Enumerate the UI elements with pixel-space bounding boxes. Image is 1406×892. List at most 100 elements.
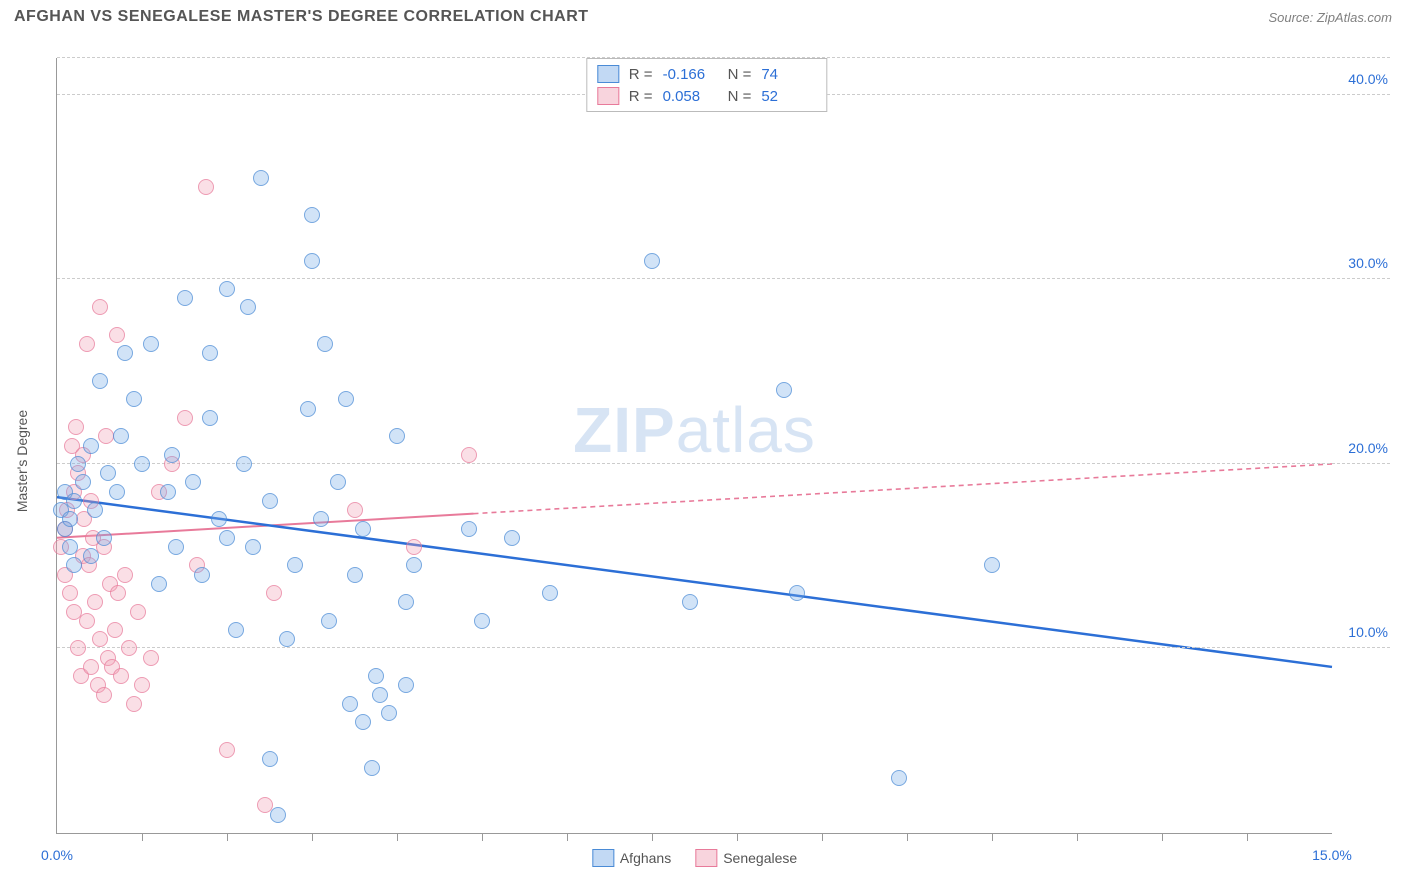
data-point-senegal [347, 502, 363, 518]
data-point-senegal [70, 640, 86, 656]
x-tick [1077, 833, 1078, 841]
data-point-senegal [134, 677, 150, 693]
data-point-afghan [194, 567, 210, 583]
y-tick-label: 20.0% [1336, 440, 1388, 456]
watermark: ZIPatlas [573, 393, 816, 467]
x-tick-label: 15.0% [1312, 847, 1352, 863]
data-point-afghan [177, 290, 193, 306]
x-tick [737, 833, 738, 841]
data-point-senegal [143, 650, 159, 666]
data-point-senegal [110, 585, 126, 601]
data-point-afghan [338, 391, 354, 407]
data-point-afghan [113, 428, 129, 444]
data-point-afghan [504, 530, 520, 546]
data-point-afghan [355, 521, 371, 537]
data-point-senegal [87, 594, 103, 610]
data-point-senegal [130, 604, 146, 620]
y-tick-label: 10.0% [1336, 624, 1388, 640]
gridline [57, 278, 1390, 279]
data-point-afghan [270, 807, 286, 823]
legend-label: Senegalese [723, 850, 797, 866]
data-point-afghan [219, 530, 235, 546]
data-point-afghan [542, 585, 558, 601]
data-point-senegal [96, 687, 112, 703]
legend-row: R = -0.166N = 74 [597, 63, 817, 85]
data-point-afghan [279, 631, 295, 647]
data-point-afghan [83, 438, 99, 454]
r-value: 0.058 [663, 88, 718, 105]
y-axis-label: Master's Degree [14, 410, 30, 512]
data-point-senegal [126, 696, 142, 712]
data-point-afghan [126, 391, 142, 407]
n-value: 74 [761, 66, 816, 83]
data-point-afghan [83, 548, 99, 564]
data-point-afghan [389, 428, 405, 444]
data-point-afghan [100, 465, 116, 481]
data-point-senegal [92, 631, 108, 647]
x-tick [1247, 833, 1248, 841]
data-point-afghan [66, 557, 82, 573]
data-point-afghan [304, 207, 320, 223]
data-point-senegal [266, 585, 282, 601]
data-point-afghan [776, 382, 792, 398]
data-point-afghan [117, 345, 133, 361]
source-name: ZipAtlas.com [1317, 10, 1392, 25]
data-point-afghan [262, 493, 278, 509]
data-point-afghan [245, 539, 261, 555]
data-point-afghan [62, 539, 78, 555]
chart-title: AFGHAN VS SENEGALESE MASTER'S DEGREE COR… [14, 8, 589, 26]
x-tick-label: 0.0% [41, 847, 73, 863]
n-label: N = [728, 66, 752, 83]
data-point-afghan [321, 613, 337, 629]
data-point-senegal [107, 622, 123, 638]
data-point-senegal [219, 742, 235, 758]
data-point-afghan [160, 484, 176, 500]
data-point-afghan [372, 687, 388, 703]
data-point-afghan [355, 714, 371, 730]
legend-item: Senegalese [695, 849, 797, 867]
data-point-afghan [228, 622, 244, 638]
data-point-afghan [75, 474, 91, 490]
data-point-afghan [202, 345, 218, 361]
data-point-afghan [461, 521, 477, 537]
data-point-afghan [347, 567, 363, 583]
data-point-senegal [406, 539, 422, 555]
legend-swatch [597, 87, 619, 105]
data-point-afghan [185, 474, 201, 490]
data-point-afghan [96, 530, 112, 546]
data-point-senegal [68, 419, 84, 435]
n-label: N = [728, 88, 752, 105]
r-value: -0.166 [663, 66, 718, 83]
data-point-afghan [300, 401, 316, 417]
data-point-senegal [461, 447, 477, 463]
trend-line [57, 514, 474, 538]
data-point-afghan [789, 585, 805, 601]
data-point-senegal [113, 668, 129, 684]
data-point-senegal [79, 613, 95, 629]
legend-row: R = 0.058N = 52 [597, 85, 817, 107]
x-tick [567, 833, 568, 841]
gridline [57, 463, 1390, 464]
x-tick [907, 833, 908, 841]
plot-area: ZIPatlas R = -0.166N = 74R = 0.058N = 52… [56, 58, 1332, 834]
x-tick [227, 833, 228, 841]
trend-line [57, 497, 1332, 667]
data-point-afghan [109, 484, 125, 500]
data-point-afghan [330, 474, 346, 490]
data-point-afghan [368, 668, 384, 684]
data-point-afghan [364, 760, 380, 776]
data-point-senegal [198, 179, 214, 195]
y-tick-label: 40.0% [1336, 71, 1388, 87]
data-point-afghan [70, 456, 86, 472]
data-point-senegal [109, 327, 125, 343]
x-tick [482, 833, 483, 841]
data-point-afghan [143, 336, 159, 352]
legend-swatch [597, 65, 619, 83]
x-tick [142, 833, 143, 841]
data-point-afghan [87, 502, 103, 518]
data-point-senegal [79, 336, 95, 352]
x-tick [397, 833, 398, 841]
data-point-afghan [66, 493, 82, 509]
data-point-afghan [682, 594, 698, 610]
data-point-afghan [219, 281, 235, 297]
